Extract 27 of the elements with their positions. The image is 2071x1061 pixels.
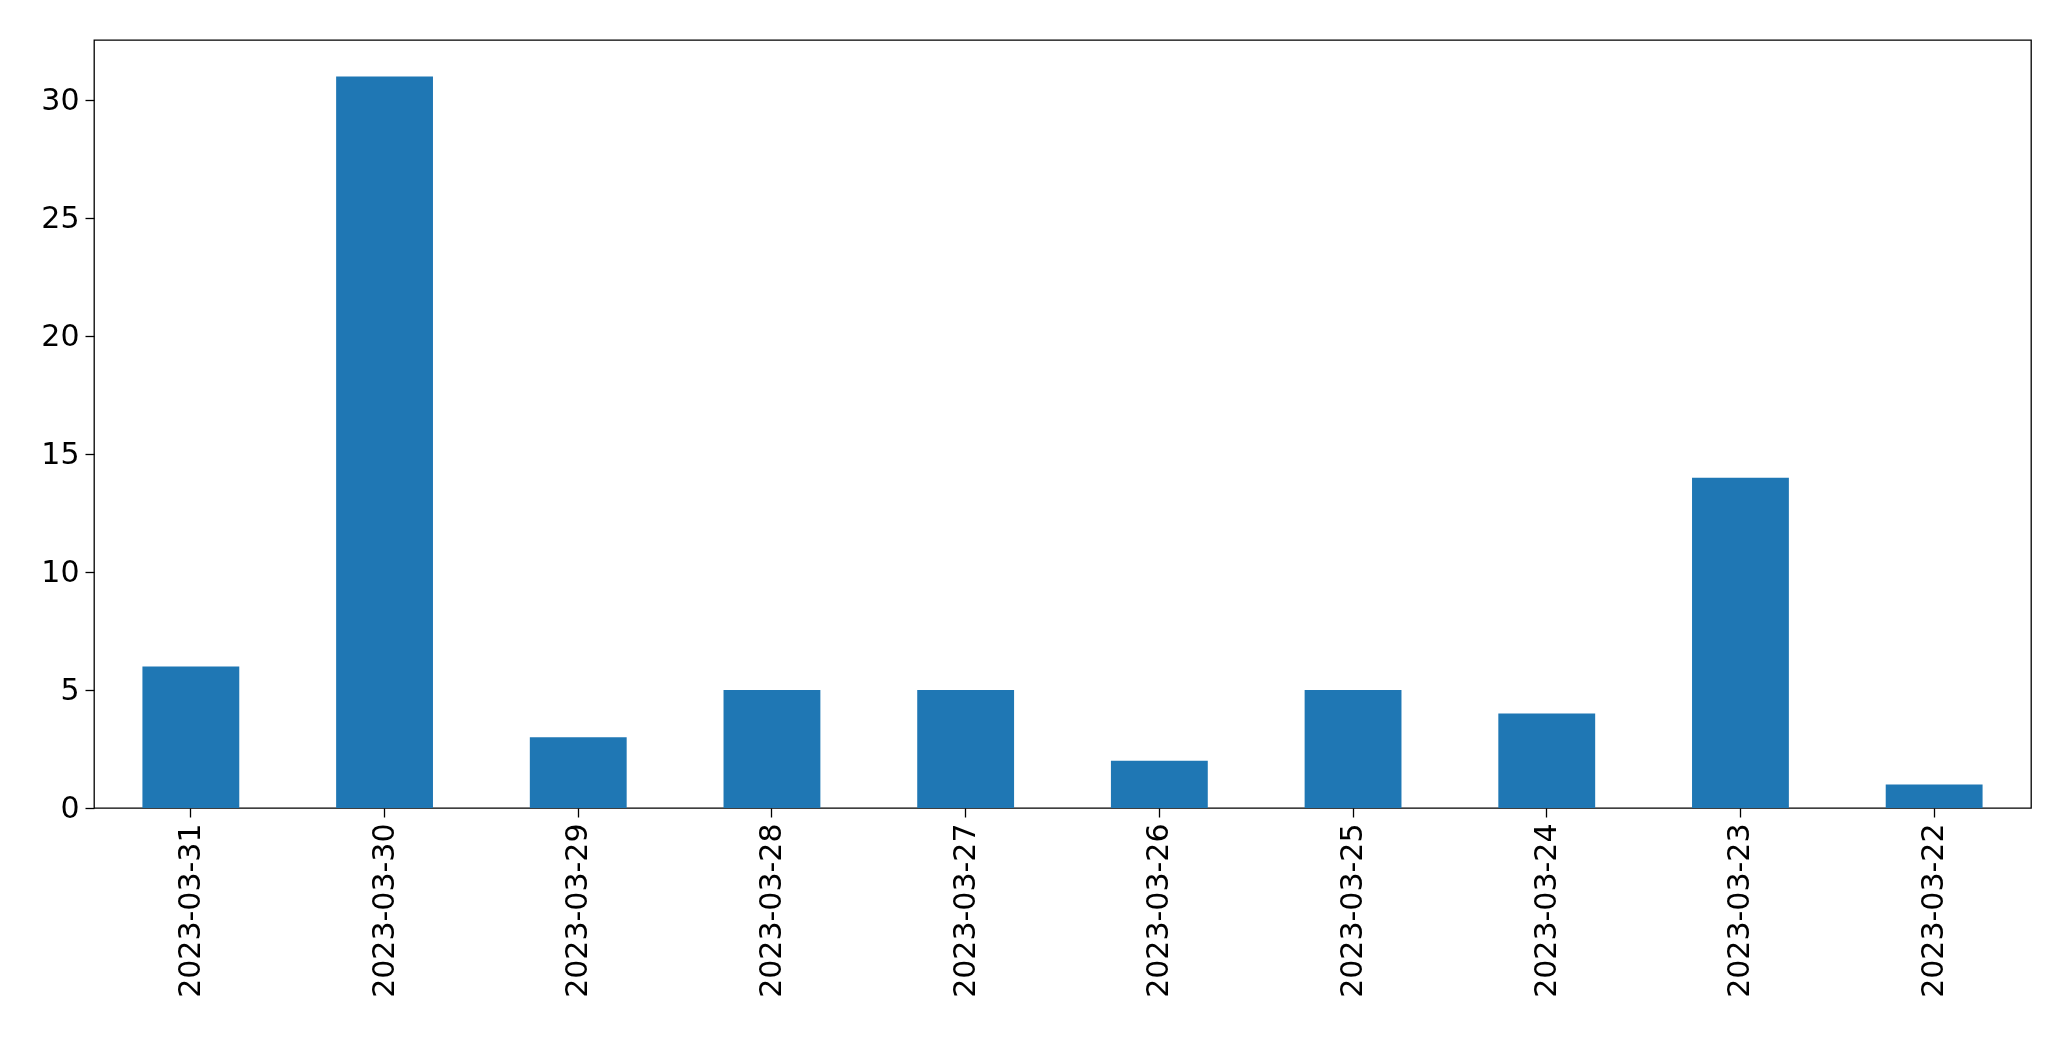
x-tick-label: 2023-03-23 bbox=[1721, 823, 1757, 998]
bar bbox=[1692, 477, 1789, 808]
y-tick-label: 10 bbox=[41, 553, 80, 589]
x-tick-label: 2023-03-24 bbox=[1527, 823, 1563, 998]
y-tick-label: 0 bbox=[60, 789, 80, 825]
y-tick-label: 20 bbox=[41, 317, 80, 353]
y-tick-label: 25 bbox=[41, 199, 80, 235]
bar bbox=[1885, 784, 1983, 808]
bar bbox=[917, 690, 1015, 808]
bar bbox=[1304, 690, 1402, 808]
y-tick-label: 30 bbox=[41, 81, 80, 117]
bar bbox=[1110, 760, 1208, 808]
bar bbox=[1498, 713, 1596, 808]
bar bbox=[142, 666, 240, 808]
x-tick-label: 2023-03-29 bbox=[559, 823, 595, 998]
x-tick-label: 2023-03-30 bbox=[365, 823, 401, 998]
x-tick-label: 2023-03-27 bbox=[946, 823, 982, 998]
x-tick-label: 2023-03-28 bbox=[752, 823, 788, 998]
x-tick-label: 2023-03-22 bbox=[1915, 823, 1951, 998]
x-tick-label: 2023-03-26 bbox=[1140, 823, 1176, 998]
y-tick-label: 5 bbox=[60, 671, 80, 707]
x-tick-label: 2023-03-31 bbox=[171, 823, 207, 998]
bar bbox=[336, 76, 433, 808]
y-tick-label: 15 bbox=[41, 435, 80, 471]
bar bbox=[529, 737, 627, 808]
x-tick-label: 2023-03-25 bbox=[1334, 823, 1370, 998]
bar bbox=[723, 690, 821, 808]
